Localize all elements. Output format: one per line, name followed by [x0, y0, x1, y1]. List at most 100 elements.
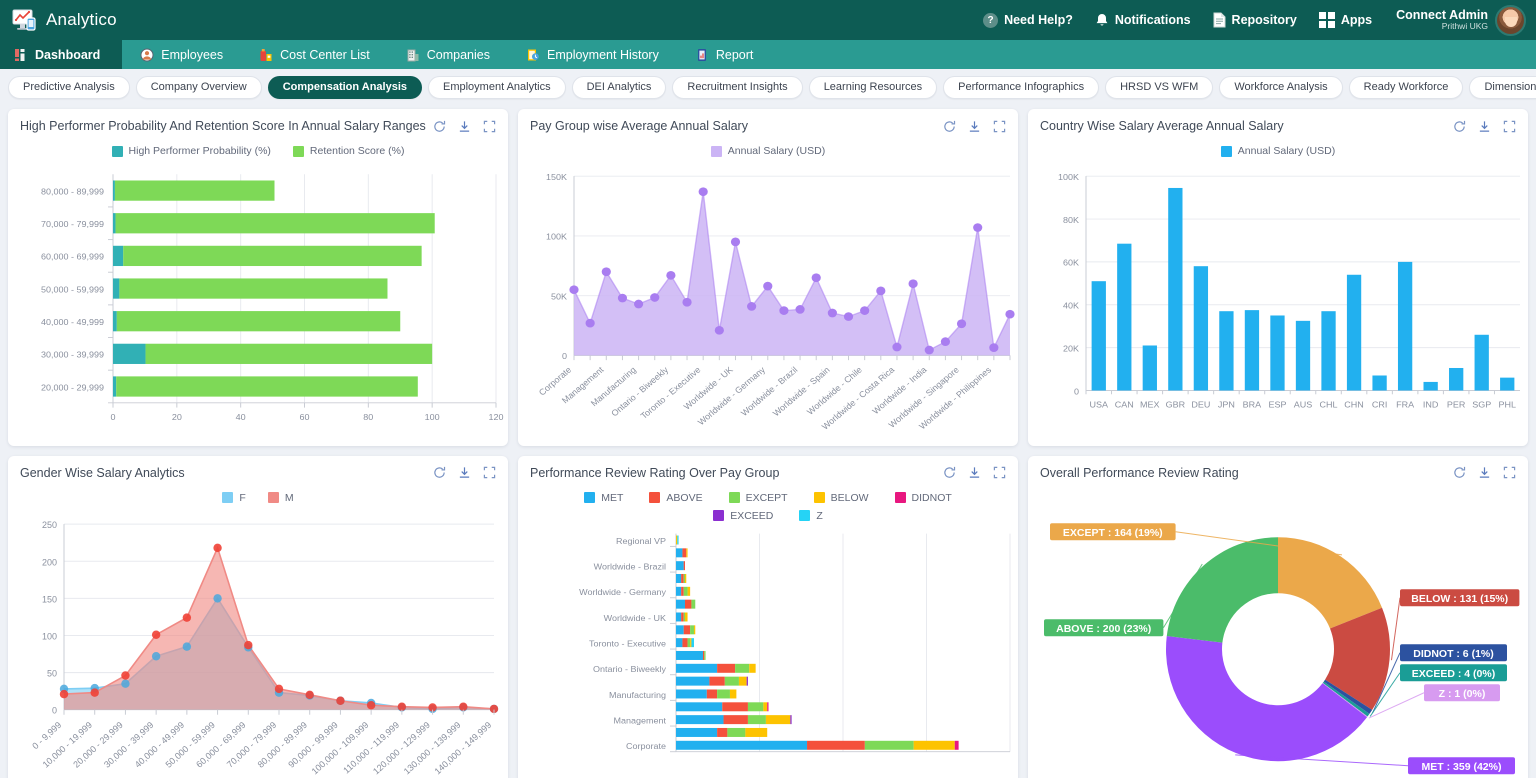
pay-group-chart: 050K100K150KCorporateManagementManufactu…	[537, 172, 1015, 432]
legend-label: EXCEPT	[745, 491, 788, 504]
download-icon[interactable]	[1478, 466, 1491, 479]
tab-dei-analytics[interactable]: DEI Analytics	[571, 75, 667, 99]
svg-text:80K: 80K	[1063, 215, 1079, 225]
nav-item-employment-history[interactable]: Employment History	[508, 40, 677, 69]
card-actions	[1453, 120, 1516, 133]
refresh-icon[interactable]	[1453, 120, 1466, 133]
svg-text:Z : 1 (0%): Z : 1 (0%)	[1439, 687, 1486, 699]
chart-legend: MET ABOVE EXCEPT BELOW DIDNOT EXCEED Z	[568, 482, 968, 526]
legend-item[interactable]: MET	[584, 492, 623, 504]
svg-text:Worldwide - Chile: Worldwide - Chile	[805, 365, 864, 417]
svg-text:150K: 150K	[546, 172, 567, 182]
download-icon[interactable]	[458, 466, 471, 479]
nav-item-companies[interactable]: Companies	[388, 40, 508, 69]
main-nav: Dashboard Employees Cost Center List Com…	[0, 40, 1536, 69]
tab-hrsd-vs-wfm[interactable]: HRSD VS WFM	[1105, 75, 1214, 99]
tab-predictive-analysis[interactable]: Predictive Analysis	[8, 75, 130, 99]
legend-item[interactable]: EXCEPT	[728, 491, 788, 504]
repository-button[interactable]: Repository	[1213, 12, 1297, 28]
tab-company-overview[interactable]: Company Overview	[135, 75, 262, 99]
svg-text:IND: IND	[1423, 400, 1439, 410]
fullscreen-icon[interactable]	[483, 120, 496, 133]
svg-text:0: 0	[562, 351, 567, 361]
nav-item-label: Report	[715, 47, 754, 62]
card-title: High Performer Probability And Retention…	[20, 119, 426, 133]
svg-text:40K: 40K	[1063, 301, 1079, 311]
legend-item[interactable]: High Performer Probability (%)	[111, 145, 271, 157]
legend-item[interactable]: Z	[799, 510, 823, 522]
svg-text:EXCEED : 4 (0%): EXCEED : 4 (0%)	[1412, 667, 1495, 679]
tab-performance-infographics[interactable]: Performance Infographics	[943, 75, 1100, 99]
svg-text:80,000 - 89,999: 80,000 - 89,999	[41, 187, 104, 197]
svg-text:100: 100	[425, 412, 440, 422]
chart-legend: Annual Salary (USD)	[1028, 135, 1528, 161]
svg-text:BRA: BRA	[1243, 400, 1262, 410]
legend-item[interactable]: DIDNOT	[894, 492, 952, 504]
nav-item-employees[interactable]: Employees	[122, 40, 241, 69]
refresh-icon[interactable]	[1453, 466, 1466, 479]
tab-dimensions[interactable]: Dimensions	[1469, 75, 1536, 99]
need-help-button[interactable]: ? Need Help?	[983, 12, 1073, 28]
fullscreen-icon[interactable]	[993, 466, 1006, 479]
svg-text:Worldwide - Germany: Worldwide - Germany	[579, 587, 666, 597]
legend-item[interactable]: Annual Salary (USD)	[1220, 145, 1335, 157]
tab-ready-workforce[interactable]: Ready Workforce	[1348, 75, 1464, 99]
card-title: Performance Review Rating Over Pay Group	[530, 465, 780, 480]
fullscreen-icon[interactable]	[993, 120, 1006, 133]
svg-text:Corporate: Corporate	[626, 741, 666, 751]
legend-item[interactable]: EXCEED	[713, 510, 773, 522]
apps-button[interactable]: Apps	[1318, 12, 1372, 28]
notifications-label: Notifications	[1114, 13, 1191, 27]
svg-text:20,000 - 29,999: 20,000 - 29,999	[41, 383, 104, 393]
refresh-icon[interactable]	[943, 120, 956, 133]
legend-item[interactable]: Retention Score (%)	[292, 145, 404, 157]
avatar[interactable]	[1495, 4, 1526, 36]
svg-text:DIDNOT : 6 (1%): DIDNOT : 6 (1%)	[1413, 647, 1494, 659]
tab-learning-resources[interactable]: Learning Resources	[808, 75, 938, 99]
svg-text:50,000 - 59,999: 50,000 - 59,999	[41, 285, 104, 295]
nav-item-dashboard[interactable]: Dashboard	[0, 40, 123, 69]
download-icon[interactable]	[968, 120, 981, 133]
fullscreen-icon[interactable]	[1503, 466, 1516, 479]
legend-item[interactable]: Annual Salary (USD)	[710, 145, 825, 157]
nav-item-report[interactable]: Report	[677, 40, 772, 69]
fullscreen-icon[interactable]	[1503, 120, 1516, 133]
svg-text:PHL: PHL	[1498, 400, 1516, 410]
refresh-icon[interactable]	[433, 120, 446, 133]
nav-item-label: Dashboard	[35, 47, 101, 62]
tab-recruitment-insights[interactable]: Recruitment Insights	[672, 75, 803, 99]
user-menu[interactable]: Connect Admin Prithwi UKG	[1396, 4, 1526, 36]
download-icon[interactable]	[1478, 120, 1491, 133]
download-icon[interactable]	[458, 120, 471, 133]
legend-label: High Performer Probability (%)	[128, 145, 271, 157]
svg-text:30,000 - 39,999: 30,000 - 39,999	[41, 350, 104, 360]
notifications-button[interactable]: Notifications	[1095, 13, 1191, 28]
legend-item[interactable]: F	[222, 492, 246, 504]
refresh-icon[interactable]	[943, 466, 956, 479]
svg-text:Worldwide - UK: Worldwide - UK	[604, 612, 666, 622]
fullscreen-icon[interactable]	[483, 466, 496, 479]
download-icon[interactable]	[968, 466, 981, 479]
card-header: High Performer Probability And Retention…	[8, 109, 508, 135]
svg-text:SGP: SGP	[1472, 400, 1491, 410]
tab-compensation-analysis[interactable]: Compensation Analysis	[267, 75, 422, 99]
svg-text:110,000 - 119,999: 110,000 - 119,999	[341, 719, 401, 775]
legend-item[interactable]: M	[267, 492, 294, 504]
chart-area: 0 50 100 150 200 250 0 - 9,999 10,000 - 19,999 2…	[8, 508, 508, 778]
legend-item[interactable]: ABOVE	[649, 492, 703, 504]
card-performance-pay-group: Performance Review Rating Over Pay Group…	[518, 455, 1018, 778]
svg-text:CRI: CRI	[1372, 400, 1388, 410]
card-header: Overall Performance Review Rating	[1028, 456, 1528, 482]
legend-item[interactable]: BELOW	[813, 492, 869, 504]
card-title: Overall Performance Review Rating	[1040, 465, 1239, 480]
svg-text:GBR: GBR	[1166, 400, 1185, 410]
refresh-icon[interactable]	[433, 466, 446, 479]
document-icon	[1213, 12, 1226, 28]
brand[interactable]: Analytico	[12, 9, 117, 32]
report-icon	[697, 48, 706, 61]
tab-workforce-analysis[interactable]: Workforce Analysis	[1219, 75, 1343, 99]
tab-employment-analytics[interactable]: Employment Analytics	[428, 75, 566, 99]
nav-item-cost-center-list[interactable]: Cost Center List	[241, 40, 388, 69]
nav-item-label: Employment History	[547, 47, 659, 62]
